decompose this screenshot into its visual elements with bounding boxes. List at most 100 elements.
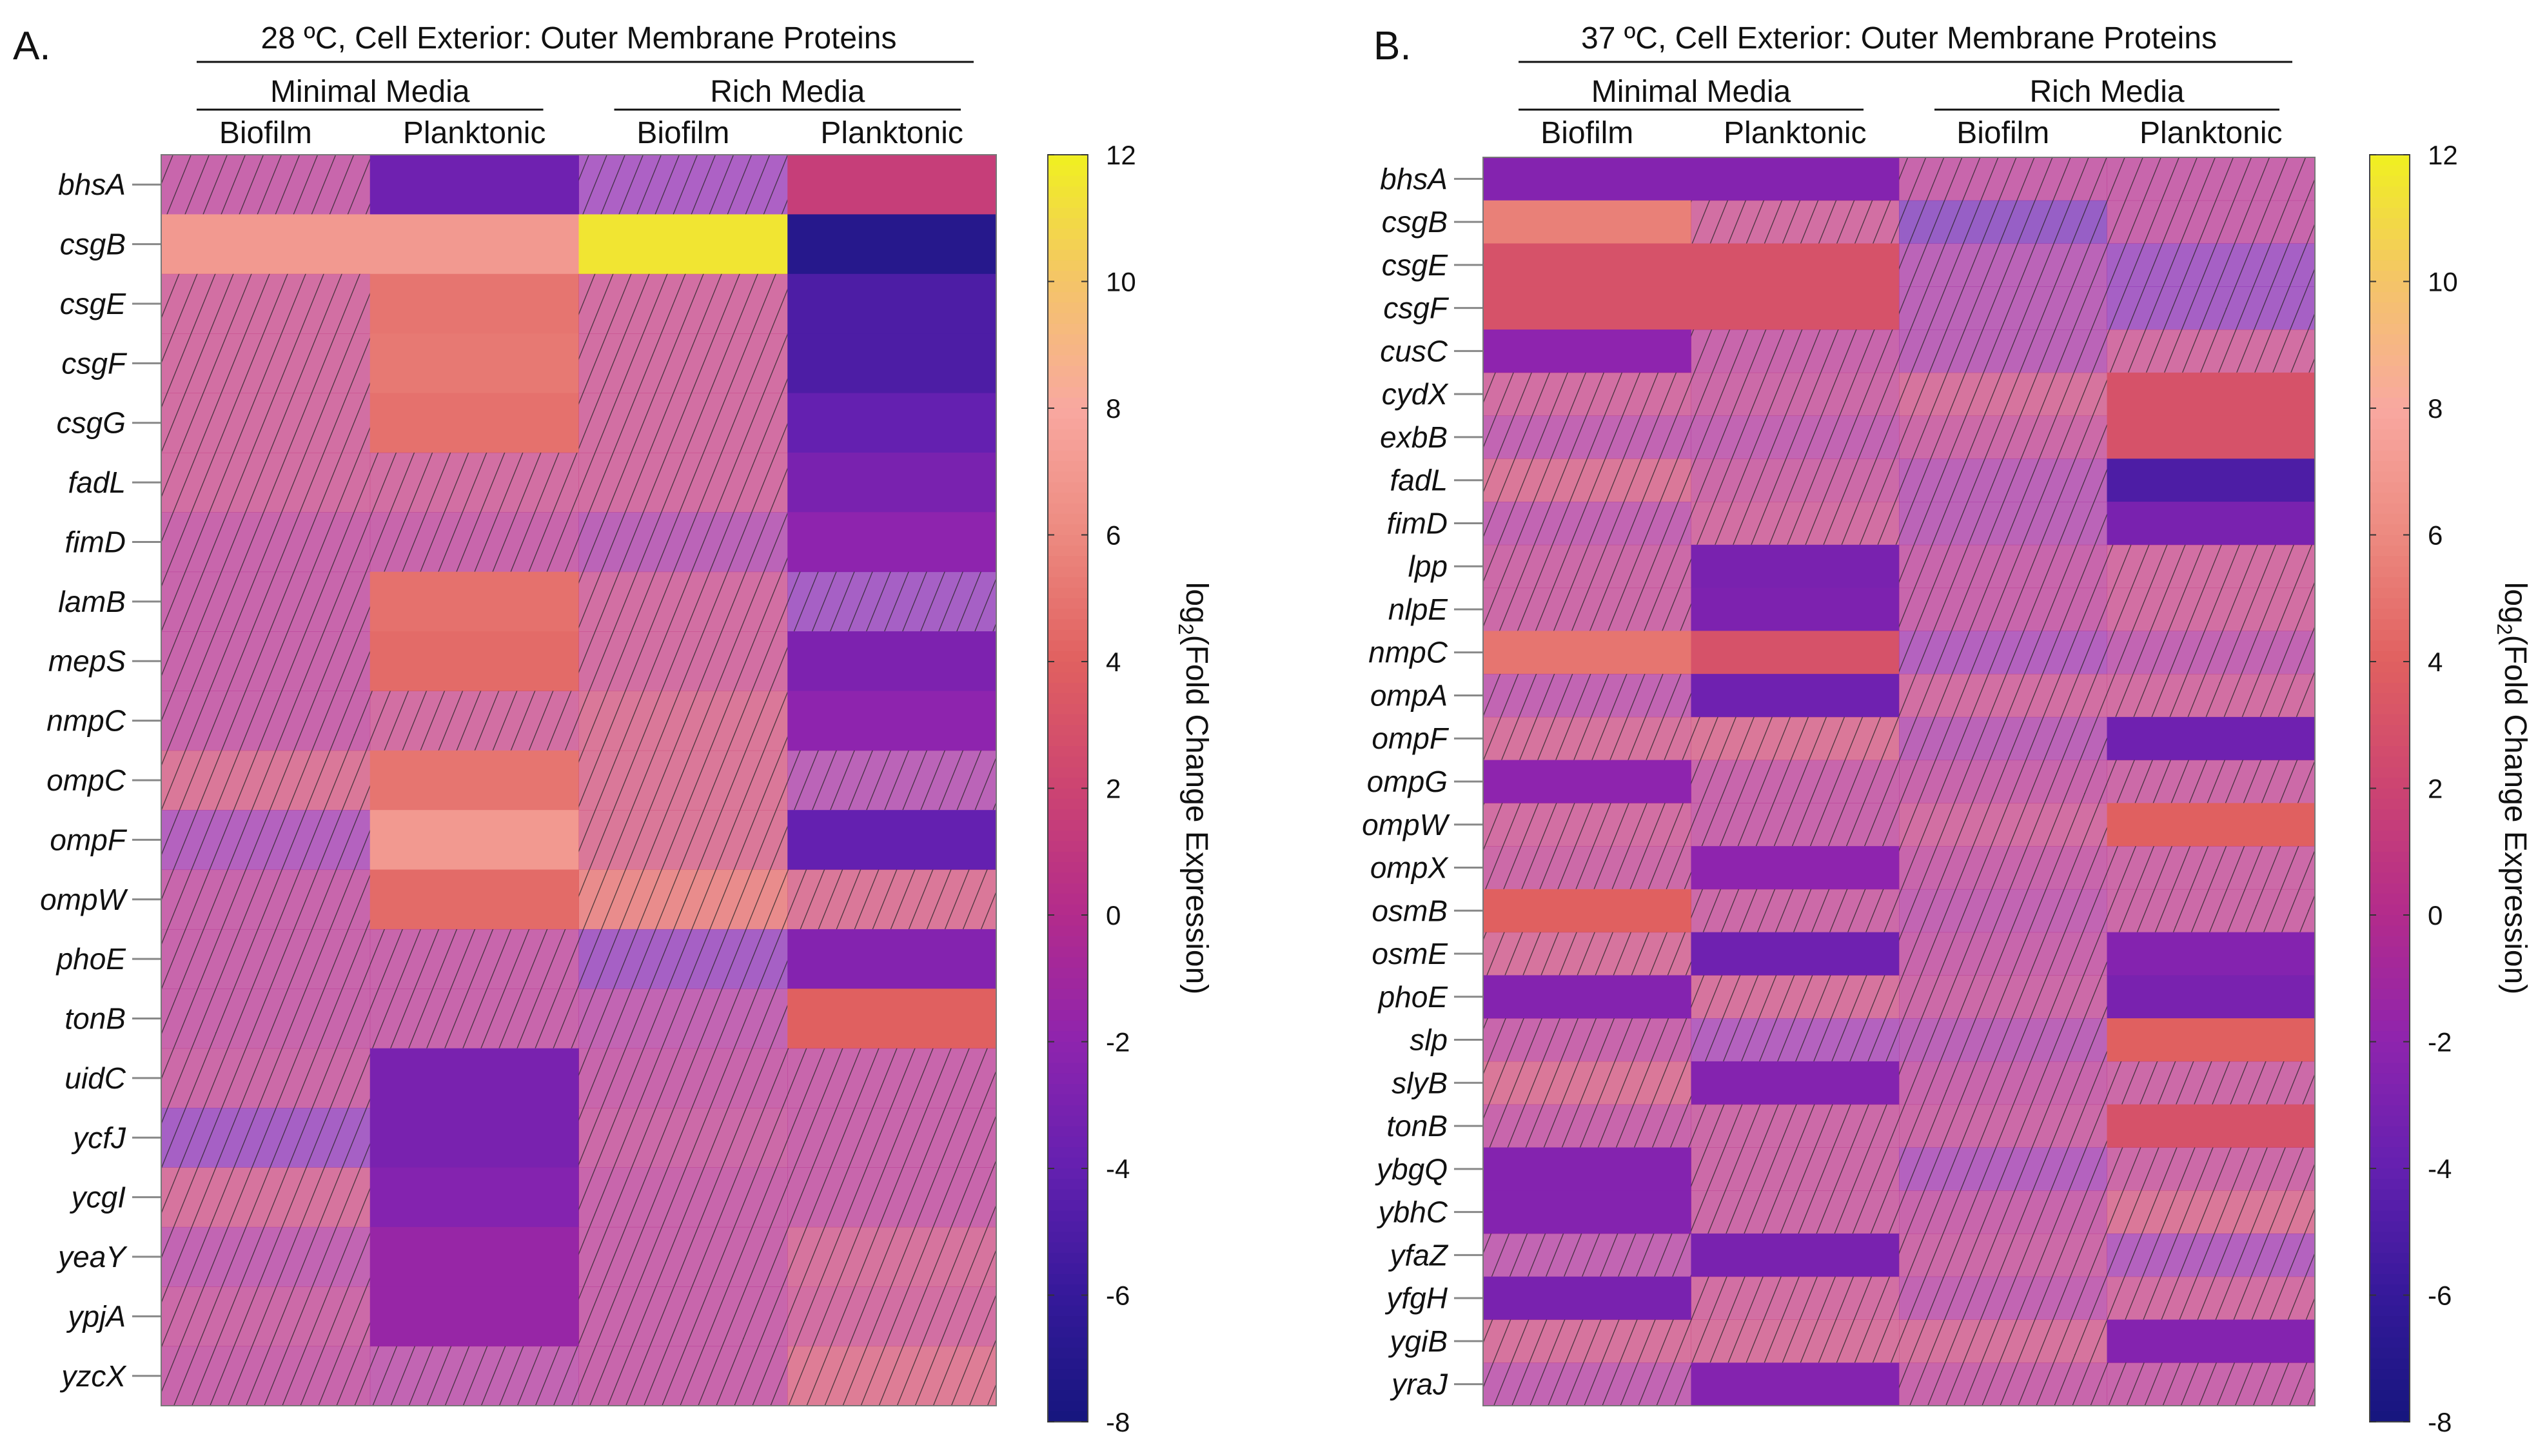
colorbar-segment (2370, 1358, 2410, 1370)
column-header: Biofilm (1540, 116, 1633, 150)
row-label: fimD (1386, 506, 1448, 540)
heatmap-cell (369, 273, 579, 334)
colorbar-segment (2370, 1232, 2410, 1243)
colorbar-segment (2370, 281, 2410, 293)
colorbar-segment (2370, 1168, 2410, 1179)
hatch-overlay (1483, 458, 1691, 502)
colorbar-segment (1048, 925, 1088, 937)
group-header: Rich Media (710, 75, 865, 109)
colorbar-segment (2370, 967, 2410, 979)
colorbar-segment (1048, 629, 1088, 641)
colorbar-segment (1048, 904, 1088, 916)
hatch-overlay (2107, 330, 2315, 373)
heatmap-border (1482, 157, 2316, 1406)
heatmap-cell (1483, 1147, 1691, 1191)
colorbar-segment (1048, 471, 1088, 483)
hatch-overlay (1899, 372, 2107, 416)
hatch-overlay (578, 571, 788, 632)
colorbar-segment (1048, 175, 1088, 187)
colorbar-segment (1048, 387, 1088, 398)
hatch-overlay (161, 750, 370, 811)
colorbar-segment (2370, 228, 2410, 240)
colorbar-segment (2370, 355, 2410, 367)
hatch-overlay (1483, 544, 1691, 588)
column-header: Planktonic (2140, 116, 2282, 150)
heatmap-cell (1691, 846, 1900, 890)
hatch-overlay (1899, 1363, 2107, 1406)
colorbar-segment (1048, 957, 1088, 969)
hatch-overlay (2107, 200, 2315, 244)
hatch-overlay (787, 1286, 996, 1346)
hatch-overlay (1691, 1276, 1899, 1320)
colorbar-segment (2370, 1221, 2410, 1232)
heatmap-cell (1483, 243, 1691, 287)
group-header: Minimal Media (1591, 75, 1791, 109)
colorbar-segment (1048, 556, 1088, 567)
heatmap-border (161, 154, 997, 1406)
colorbar-segment (1048, 271, 1088, 282)
hatch-overlay (578, 929, 788, 989)
colorbar-tick-label: 8 (2428, 393, 2443, 424)
colorbar-segment (1048, 324, 1088, 335)
colorbar-segment (1048, 651, 1088, 662)
colorbar-segment (2370, 324, 2410, 335)
colorbar-segment (2370, 809, 2410, 821)
row-label: csgB (60, 228, 126, 261)
colorbar-segment (1048, 535, 1088, 546)
colorbar-segment (2370, 1157, 2410, 1169)
colorbar-segment (2370, 1390, 2410, 1401)
colorbar-segment (1048, 228, 1088, 240)
colorbar-segment (1048, 313, 1088, 324)
colorbar-segment (2370, 218, 2410, 230)
hatch-overlay (1899, 760, 2107, 803)
colorbar-segment (2370, 1179, 2410, 1190)
colorbar-segment (1048, 344, 1088, 356)
colorbar-segment (2370, 344, 2410, 356)
colorbar-segment (1048, 672, 1088, 684)
colorbar-segment (2370, 376, 2410, 388)
colorbar-segment (1048, 1073, 1088, 1085)
colorbar-tick-label: -8 (2428, 1407, 2452, 1437)
colorbar-segment (1048, 841, 1088, 852)
hatch-overlay (161, 1226, 370, 1287)
colorbar-segment (1048, 460, 1088, 472)
heatmap-cell (2107, 502, 2316, 546)
hatch-overlay (1899, 200, 2107, 244)
heatmap-cell (1483, 1276, 1691, 1320)
colorbar-segment (2370, 1010, 2410, 1021)
heatmap-cell (2107, 716, 2316, 761)
hatch-overlay (1899, 889, 2107, 932)
colorbar-segment (2370, 851, 2410, 863)
colorbar-tick-label: -6 (2428, 1281, 2452, 1311)
colorbar-segment (2370, 397, 2410, 409)
colorbar-segment (1048, 999, 1088, 1010)
colorbar-tick-label: 2 (1106, 774, 1121, 804)
row-label: ompF (50, 823, 127, 856)
colorbar-segment (1048, 915, 1088, 926)
colorbar-segment (2370, 155, 2410, 166)
colorbar-segment (1048, 989, 1088, 1000)
colorbar-segment (2370, 1316, 2410, 1328)
hatch-overlay (1483, 1104, 1691, 1148)
row-label: csgF (1383, 291, 1450, 325)
row-label: ycfJ (71, 1121, 126, 1154)
colorbar-segment (2370, 460, 2410, 472)
hatch-overlay (578, 1226, 788, 1287)
hatch-overlay (1483, 674, 1691, 717)
hatch-overlay (1899, 631, 2107, 674)
hatch-overlay (161, 691, 370, 751)
heatmap-cell (787, 631, 997, 691)
hatch-overlay (787, 1226, 996, 1287)
colorbar-segment (1048, 883, 1088, 894)
panel-label: B. (1373, 24, 1412, 68)
colorbar-tick-label: 4 (1106, 647, 1121, 677)
colorbar-segment (1048, 355, 1088, 367)
hatch-overlay (787, 1167, 996, 1227)
heatmap-cell (369, 393, 579, 453)
colorbar-segment (1048, 1136, 1088, 1148)
hatch-overlay (1899, 587, 2107, 631)
row-label: nmpC (1368, 636, 1448, 669)
row-label: fimD (64, 525, 126, 558)
heatmap-cell (1691, 674, 1900, 718)
hatch-overlay (161, 1048, 370, 1108)
